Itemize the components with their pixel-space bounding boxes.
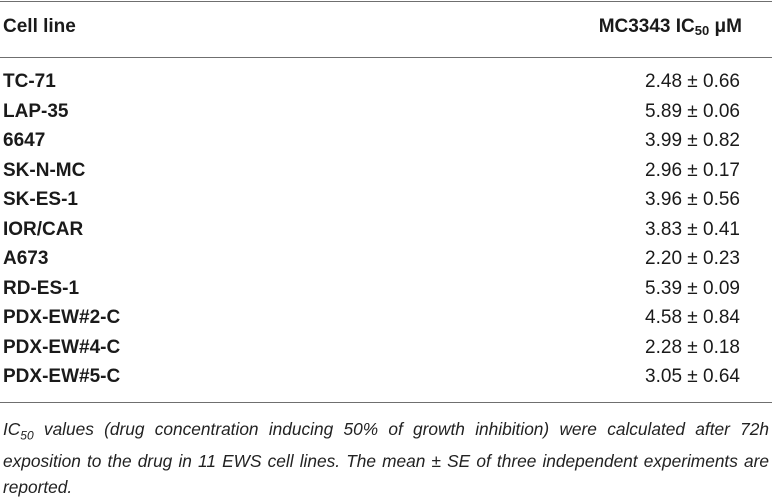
cell-line-name: 6647 (3, 130, 46, 151)
header-ic50-unit: μM (709, 16, 742, 37)
cell-line-name: LAP-35 (3, 100, 69, 122)
header-cell-line: Cell line (3, 16, 76, 37)
cell-line-name: TC-71 (3, 71, 56, 92)
header-ic50-prefix: MC3343 IC (598, 16, 695, 37)
table-header-rule (0, 57, 772, 58)
cell-line-name: SK-N-MC (3, 159, 86, 181)
ic50-value: 3.05 ± 0.64 (645, 366, 740, 387)
table-body: TC-71 2.48 ± 0.66 LAP-35 5.89 ± 0.06 664… (0, 71, 772, 396)
footnote-text: values (drug concentration inducing 50% … (3, 419, 769, 498)
ic50-value: 2.28 ± 0.18 (645, 336, 740, 358)
footnote-ic-prefix: IC (3, 419, 21, 439)
table-row: TC-71 2.48 ± 0.66 (0, 71, 772, 101)
ic50-value: 5.39 ± 0.09 (645, 277, 740, 299)
table-top-rule (0, 1, 772, 2)
cell-line-name: IOR/CAR (3, 218, 84, 240)
header-ic50-subscript: 50 (694, 23, 710, 38)
header-ic50: MC3343 IC50 μM (599, 16, 742, 38)
table-row: PDX-EW#2-C 4.58 ± 0.84 (0, 307, 772, 337)
footnote-ic-subscript: 50 (20, 428, 34, 443)
table-footnote: IC50 values (drug concentration inducing… (3, 416, 769, 500)
table-row: LAP-35 5.89 ± 0.06 (0, 101, 772, 131)
table-row: SK-ES-1 3.96 ± 0.56 (0, 189, 772, 219)
table-row: A673 2.20 ± 0.23 (0, 248, 772, 278)
ic50-value: 3.83 ± 0.41 (645, 218, 740, 240)
ic50-value: 3.96 ± 0.56 (645, 189, 740, 210)
table-row: IOR/CAR 3.83 ± 0.41 (0, 219, 772, 249)
cell-line-name: RD-ES-1 (3, 277, 80, 299)
table-bottom-rule (0, 402, 772, 403)
table-row: 6647 3.99 ± 0.82 (0, 130, 772, 160)
cell-line-name: PDX-EW#5-C (3, 366, 121, 387)
ic50-value: 2.96 ± 0.17 (645, 159, 740, 181)
table-header-row: Cell line MC3343 IC50 μM (0, 14, 772, 44)
ic50-value: 2.20 ± 0.23 (645, 248, 740, 269)
table-row: SK-N-MC 2.96 ± 0.17 (0, 160, 772, 190)
table-row: PDX-EW#4-C 2.28 ± 0.18 (0, 337, 772, 367)
ic50-value: 4.58 ± 0.84 (645, 307, 740, 328)
table-row: PDX-EW#5-C 3.05 ± 0.64 (0, 366, 772, 396)
cell-line-name: SK-ES-1 (3, 189, 78, 210)
ic50-value: 2.48 ± 0.66 (645, 71, 740, 92)
ic50-value: 3.99 ± 0.82 (645, 130, 740, 151)
ic50-value: 5.89 ± 0.06 (645, 100, 740, 122)
cell-line-name: PDX-EW#4-C (3, 336, 121, 358)
table-row: RD-ES-1 5.39 ± 0.09 (0, 278, 772, 308)
cell-line-name: PDX-EW#2-C (3, 307, 121, 328)
cell-line-name: A673 (3, 248, 49, 269)
